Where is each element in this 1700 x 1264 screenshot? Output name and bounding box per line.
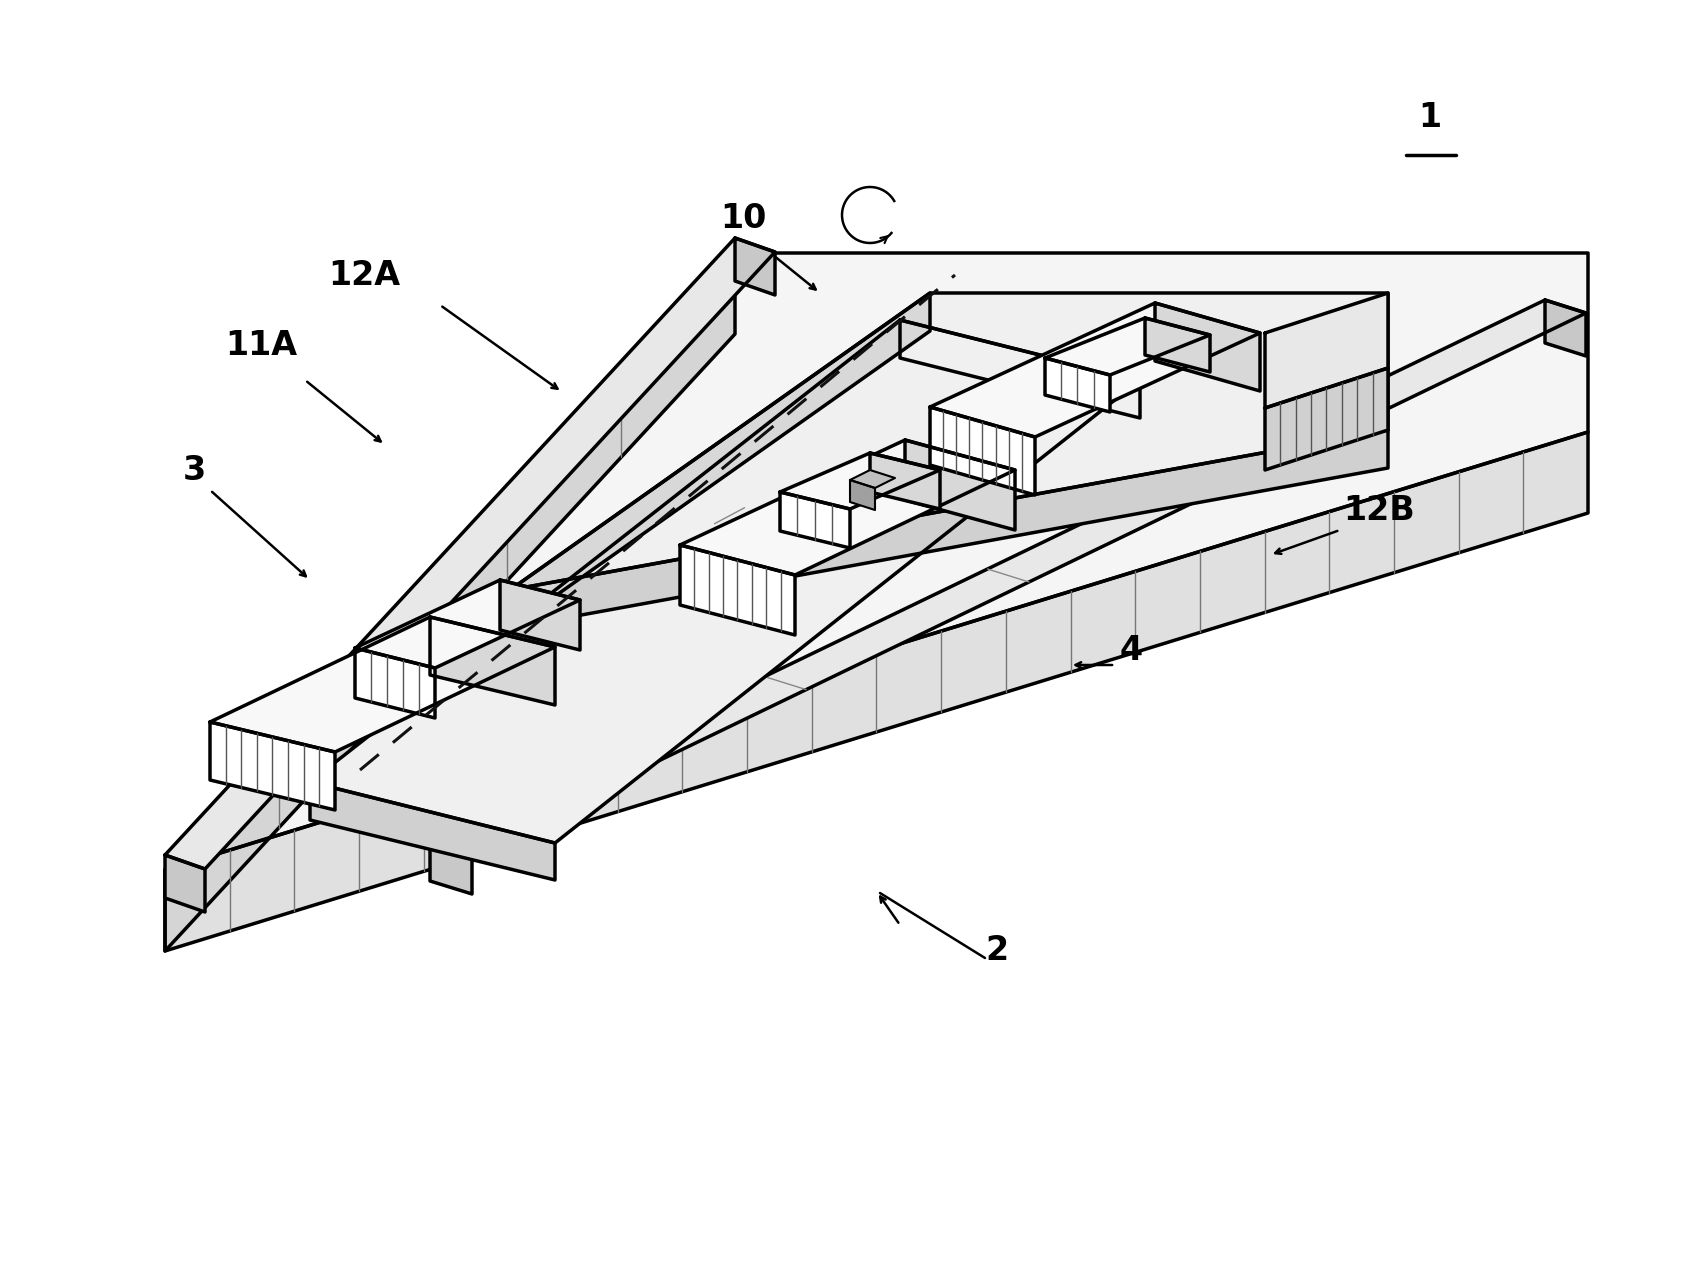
Polygon shape — [904, 440, 1015, 530]
Polygon shape — [165, 432, 1588, 951]
Polygon shape — [850, 480, 876, 509]
Polygon shape — [850, 470, 894, 488]
Polygon shape — [1265, 293, 1387, 408]
Text: 2: 2 — [984, 934, 1008, 967]
Polygon shape — [309, 782, 554, 880]
Text: 12A: 12A — [328, 259, 400, 292]
Text: 10: 10 — [721, 202, 767, 235]
Polygon shape — [1046, 319, 1210, 375]
Polygon shape — [510, 293, 1387, 590]
Polygon shape — [780, 492, 850, 549]
Polygon shape — [510, 293, 930, 628]
Text: 1: 1 — [1418, 101, 1442, 134]
Polygon shape — [211, 617, 554, 752]
Polygon shape — [430, 617, 554, 705]
Polygon shape — [165, 238, 775, 870]
Polygon shape — [510, 430, 1387, 628]
Polygon shape — [500, 580, 580, 650]
Polygon shape — [780, 453, 940, 509]
Text: 11A: 11A — [224, 329, 298, 362]
Polygon shape — [1545, 300, 1586, 356]
Polygon shape — [930, 407, 1035, 495]
Polygon shape — [1146, 319, 1210, 372]
Polygon shape — [734, 238, 775, 295]
Polygon shape — [899, 320, 1141, 418]
Polygon shape — [1154, 303, 1260, 391]
Polygon shape — [930, 303, 1260, 437]
Polygon shape — [680, 440, 1015, 575]
Text: 3: 3 — [184, 454, 206, 487]
Polygon shape — [430, 838, 473, 894]
Polygon shape — [355, 648, 435, 718]
Polygon shape — [165, 854, 206, 913]
Polygon shape — [870, 453, 940, 509]
Polygon shape — [165, 253, 734, 951]
Text: 4: 4 — [1120, 635, 1142, 667]
Polygon shape — [680, 545, 796, 635]
Polygon shape — [430, 300, 1586, 851]
Polygon shape — [1265, 368, 1387, 470]
Polygon shape — [309, 320, 1141, 843]
Polygon shape — [1046, 358, 1110, 412]
Text: 12B: 12B — [1343, 494, 1414, 527]
Polygon shape — [211, 722, 335, 810]
Polygon shape — [165, 253, 1588, 870]
Polygon shape — [355, 580, 580, 667]
